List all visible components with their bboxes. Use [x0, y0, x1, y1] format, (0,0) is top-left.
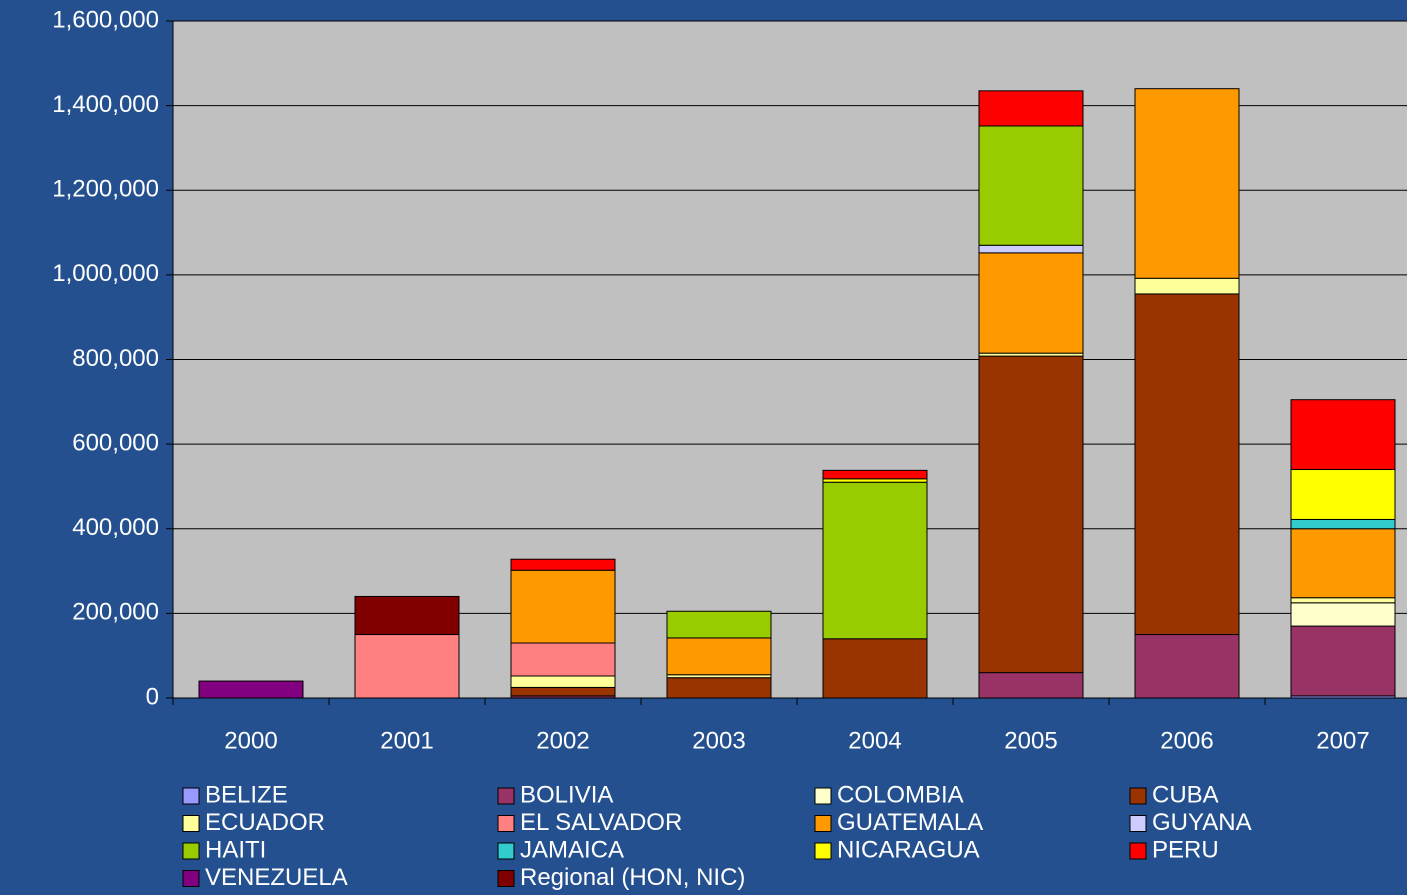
bar-segment — [1134, 634, 1240, 699]
bar-segment — [822, 478, 928, 483]
legend-swatch — [497, 815, 515, 832]
legend-swatch — [1129, 787, 1147, 805]
legend-swatch — [814, 842, 832, 860]
y-tick-label: 200,000 — [72, 599, 159, 626]
bar-segment — [198, 680, 304, 699]
legend-label: GUATEMALA — [837, 809, 983, 836]
bar-segment — [1290, 518, 1396, 530]
legend-label: EL SALVADOR — [520, 809, 682, 836]
legend-label: CUBA — [1152, 781, 1219, 808]
legend-label: VENEZUELA — [205, 864, 348, 891]
bar-segment — [978, 90, 1084, 127]
bar-segment — [822, 638, 928, 699]
legend-swatch — [814, 787, 832, 805]
bar-segment — [1290, 399, 1396, 471]
legend-swatch — [182, 870, 200, 887]
bar-segment — [1290, 597, 1396, 604]
legend-swatch — [814, 815, 832, 832]
bar-segment — [354, 634, 460, 699]
legend-label: NICARAGUA — [837, 836, 980, 863]
bar-segment — [510, 675, 616, 688]
bar-segment — [1290, 625, 1396, 697]
bar-segment — [510, 558, 616, 571]
legend-label: PERU — [1152, 836, 1219, 863]
bar-segment — [822, 469, 928, 480]
bar-segment — [666, 677, 772, 699]
bar-segment — [978, 125, 1084, 246]
bar-segment — [1134, 277, 1240, 295]
y-tick-label: 400,000 — [72, 514, 159, 541]
legend-label: BELIZE — [205, 781, 288, 808]
legend-label: BOLIVIA — [520, 781, 613, 808]
x-tick-label: 2007 — [1316, 727, 1369, 754]
bar-segment — [822, 481, 928, 640]
x-tick-label: 2001 — [380, 727, 433, 754]
bar-segment — [978, 252, 1084, 354]
bar-segment — [510, 686, 616, 697]
x-tick-label: 2002 — [536, 727, 589, 754]
bar-segment — [354, 595, 460, 636]
legend-label: GUYANA — [1152, 809, 1252, 836]
y-tick-label: 800,000 — [72, 345, 159, 372]
bar-segment — [510, 642, 616, 677]
y-tick-label: 0 — [146, 683, 159, 710]
x-tick-label: 2005 — [1004, 727, 1057, 754]
y-tick-label: 1,600,000 — [52, 6, 159, 33]
legend-label: JAMAICA — [520, 836, 624, 863]
x-tick-label: 2006 — [1160, 727, 1213, 754]
legend-swatch — [182, 842, 200, 860]
legend-label: ECUADOR — [205, 809, 325, 836]
y-tick-label: 600,000 — [72, 429, 159, 456]
legend-swatch — [1129, 842, 1147, 860]
legend-swatch — [182, 787, 200, 805]
y-tick-label: 1,400,000 — [52, 91, 159, 118]
bar-segment — [1134, 88, 1240, 279]
bar-segment — [666, 637, 772, 676]
bar-segment — [1290, 528, 1396, 599]
x-tick-label: 2003 — [692, 727, 745, 754]
legend-label: COLOMBIA — [837, 781, 964, 808]
y-tick-label: 1,200,000 — [52, 176, 159, 203]
legend-swatch — [1129, 815, 1147, 832]
legend-label: HAITI — [205, 836, 266, 863]
bar-segment — [978, 672, 1084, 699]
legend-swatch — [497, 842, 515, 860]
bar-segment — [978, 244, 1084, 254]
legend-label: Regional (HON, NIC) — [520, 864, 745, 891]
x-tick-label: 2000 — [224, 727, 277, 754]
legend-swatch — [497, 787, 515, 805]
bar-segment — [1290, 602, 1396, 627]
legend-swatch — [182, 815, 200, 832]
bar-segment — [510, 569, 616, 644]
bar-segment — [1134, 293, 1240, 636]
legend-swatch — [497, 870, 515, 887]
bar-segment — [1290, 469, 1396, 520]
bar-segment — [978, 355, 1084, 674]
bar-segment — [666, 610, 772, 639]
y-tick-label: 1,000,000 — [52, 260, 159, 287]
x-tick-label: 2004 — [848, 727, 901, 754]
